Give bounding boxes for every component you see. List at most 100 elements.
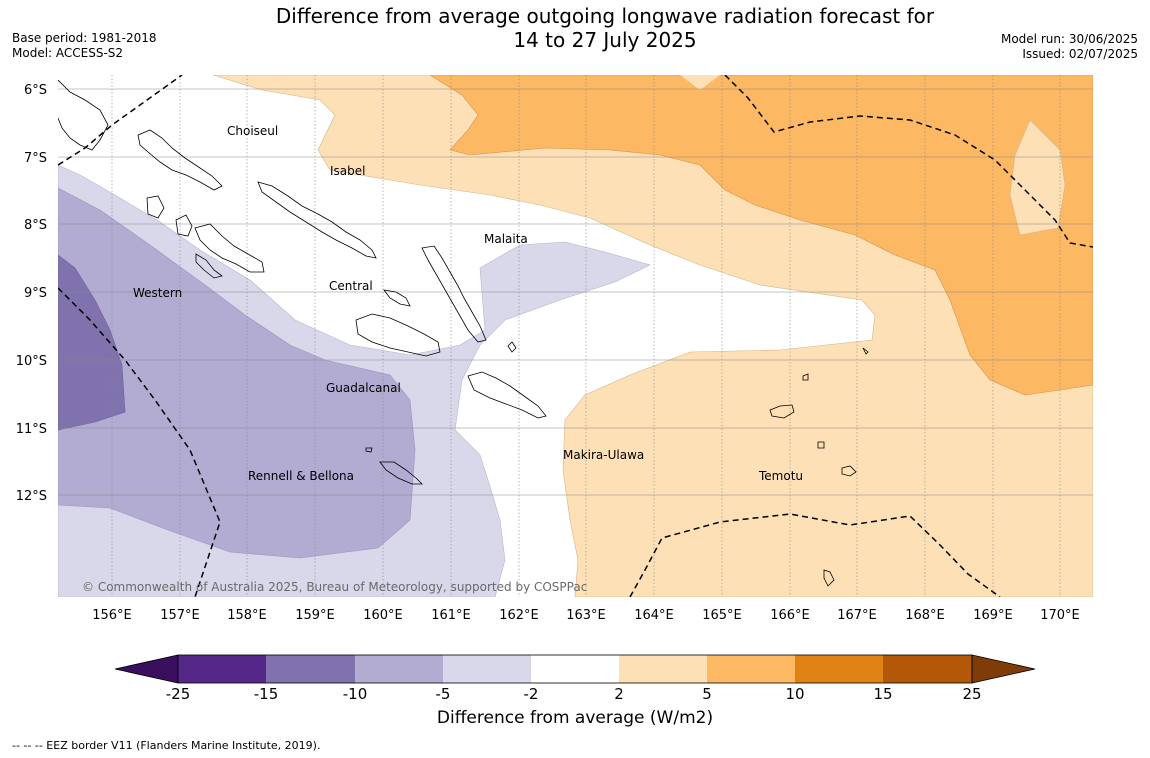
colorbar-bin-neg10-neg5 <box>355 655 443 683</box>
model-name: Model: ACCESS-S2 <box>12 46 124 60</box>
rendova-island <box>195 253 223 279</box>
title-line-1: Difference from average outgoing longwav… <box>275 4 935 28</box>
lon-label-164e: 164°E <box>634 608 674 623</box>
anomaly-2-to-5-pocket <box>1009 119 1066 236</box>
bougainville-island <box>58 79 109 151</box>
reef-islands <box>802 373 809 381</box>
map-title: Difference from average outgoing longwav… <box>230 4 980 52</box>
colorbar-tick-5: 5 <box>702 685 712 703</box>
colorbar-bin-neg5-neg2 <box>443 655 531 683</box>
colorbar-frame <box>177 654 973 684</box>
anomaly-neg15-to-neg10-region <box>58 254 126 431</box>
anuta-tikopia-islands <box>823 569 835 587</box>
eez-border-footnote: -- -- -- EEZ border V11 (Flanders Marine… <box>12 739 321 752</box>
anomaly-neg10-to-neg5-region <box>58 187 416 559</box>
lon-label-159e: 159°E <box>295 608 335 623</box>
lon-label-156e: 156°E <box>92 608 132 623</box>
lat-label-9s: 9°S <box>24 286 47 301</box>
region-label-malaita: Malaita <box>484 232 528 246</box>
region-label-choiseul: Choiseul <box>227 124 278 138</box>
eez-border-west <box>58 287 221 597</box>
region-label-guadalcanal: Guadalcanal <box>326 381 401 395</box>
lon-label-158e: 158°E <box>227 608 267 623</box>
colorbar-bin-neg15-neg10 <box>266 655 355 683</box>
choiseul-island <box>137 129 223 191</box>
region-label-rennell-bellona: Rennell & Bellona <box>248 469 354 483</box>
lon-label-166e: 166°E <box>770 608 810 623</box>
colorbar-tick-2: 2 <box>614 685 624 703</box>
colorbar-tick-25: 25 <box>962 685 981 703</box>
base-period: Base period: 1981-2018 <box>12 31 157 45</box>
lon-label-157e: 157°E <box>160 608 200 623</box>
florida-islands <box>383 289 411 307</box>
kolombangara-island <box>146 195 165 219</box>
model-run: Model run: 30/06/2025 <box>1000 32 1138 46</box>
colorbar-bin-neg2-2 <box>531 655 619 683</box>
colorbar-bin-neg25-neg15 <box>178 655 266 683</box>
colorbar-ticks: -25 -15 -10 -5 -2 2 5 10 15 25 <box>166 685 982 703</box>
map-area: © Commonwealth of Australia 2025, Bureau… <box>58 75 1093 597</box>
colorbar-label: Difference from average (W/m2) <box>436 708 714 728</box>
region-label-isabel: Isabel <box>330 164 365 178</box>
lat-label-6s: 6°S <box>24 83 47 98</box>
copyright-notice: © Commonwealth of Australia 2025, Bureau… <box>82 580 587 594</box>
rennell-island <box>379 461 423 485</box>
colorbar-extend-low <box>114 654 179 684</box>
makira-island <box>467 371 547 419</box>
malaita-island <box>421 245 487 343</box>
meta-left: Base period: 1981-2018 Model: ACCESS-S2 <box>12 31 157 61</box>
colorbar-tick-neg5: -5 <box>436 685 451 703</box>
title-line-2: 14 to 27 July 2025 <box>513 28 697 52</box>
region-label-western: Western <box>133 286 182 300</box>
lon-label-169e: 169°E <box>973 608 1013 623</box>
lon-label-162e: 162°E <box>499 608 539 623</box>
lon-label-160e: 160°E <box>363 608 403 623</box>
lon-label-167e: 167°E <box>837 608 877 623</box>
guadalcanal-island <box>355 313 441 357</box>
graticule <box>58 75 1093 597</box>
isabel-island <box>257 181 377 259</box>
longitude-labels: 156°E 157°E 158°E 159°E 160°E 161°E 162°… <box>92 608 1080 623</box>
eez-border-south <box>629 513 1001 597</box>
eez-border-northwest <box>58 75 183 166</box>
lat-label-11s: 11°S <box>16 422 47 437</box>
issued-date: Issued: 02/07/2025 <box>1022 47 1138 61</box>
lat-label-7s: 7°S <box>24 151 47 166</box>
lat-label-10s: 10°S <box>16 354 47 369</box>
colorbar-bin-2-5 <box>619 655 707 683</box>
utupua-island <box>817 441 825 449</box>
colorbar-bin-15-25 <box>883 655 972 683</box>
region-label-makira-ulawa: Makira-Ulawa <box>563 448 644 462</box>
colorbar-bin-5-10 <box>707 655 795 683</box>
bellona-island <box>365 447 373 453</box>
vanikoro-island <box>841 465 857 477</box>
vella-lavella-island <box>175 214 193 237</box>
meta-right: Model run: 30/06/2025 Issued: 02/07/2025 <box>1001 32 1138 62</box>
ulawa-island <box>507 341 517 353</box>
colorbar-tick-neg2: -2 <box>524 685 539 703</box>
land-outlines <box>58 79 869 587</box>
duff-islands <box>862 347 869 355</box>
colorbar <box>114 654 1036 684</box>
new-georgia-island <box>194 223 265 273</box>
latitude-labels: 6°S 7°S 8°S 9°S 10°S 11°S 12°S <box>16 83 47 504</box>
lon-label-168e: 168°E <box>905 608 945 623</box>
colorbar-tick-neg10: -10 <box>343 685 368 703</box>
lon-label-161e: 161°E <box>431 608 471 623</box>
colorbar-tick-neg25: -25 <box>166 685 191 703</box>
lat-label-8s: 8°S <box>24 218 47 233</box>
santa-cruz-island <box>769 404 795 419</box>
region-label-temotu: Temotu <box>758 469 803 483</box>
lat-label-12s: 12°S <box>16 489 47 504</box>
colorbar-tick-15: 15 <box>873 685 892 703</box>
colorbar-tick-neg15: -15 <box>254 685 279 703</box>
lon-label-163e: 163°E <box>566 608 606 623</box>
region-labels: Choiseul Isabel Malaita Western Central … <box>133 124 803 483</box>
eez-borders <box>58 75 1093 597</box>
lon-label-165e: 165°E <box>702 608 742 623</box>
colorbar-tick-10: 10 <box>785 685 804 703</box>
colorbar-extend-high <box>971 654 1036 684</box>
anomaly-5-to-10-region <box>429 75 1093 396</box>
anomaly-2-to-5-notch <box>680 75 720 90</box>
